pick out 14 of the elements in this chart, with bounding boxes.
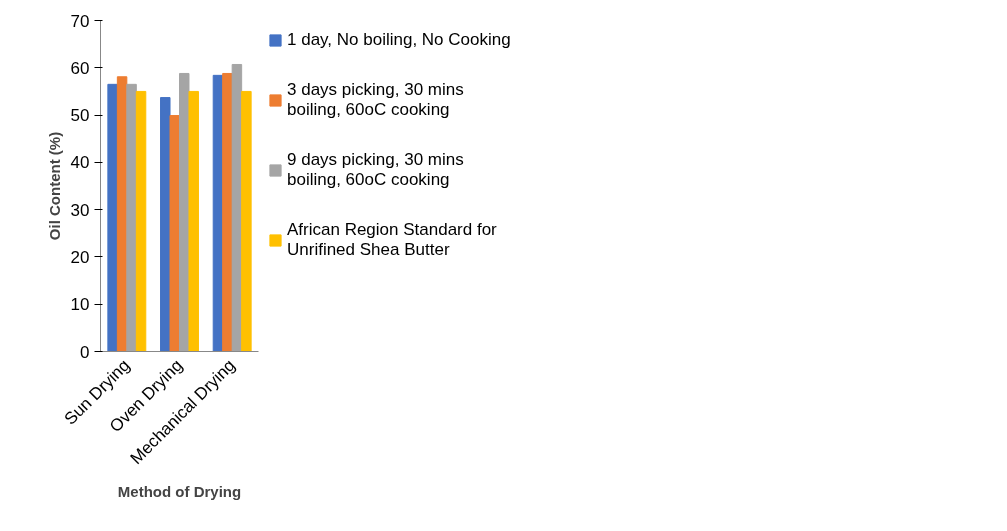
legend-label: 9 days picking, 30 mins boiling, 60oC cooking — [287, 150, 464, 190]
y-tick-label: 50 — [70, 106, 90, 126]
legend-label: 1 day, No boiling, No Cooking — [287, 30, 511, 50]
y-axis-title: Oil Content (%) — [45, 131, 63, 241]
y-tick-label: 60 — [70, 58, 90, 78]
x-axis-title: Method of Drying — [117, 482, 242, 500]
y-tick-label: 70 — [70, 11, 90, 31]
y-tick-label: 0 — [80, 342, 90, 362]
y-tick-label: 40 — [70, 153, 90, 173]
legend-label: 3 days picking, 30 mins boiling, 60oC cooking — [287, 80, 464, 120]
y-tick-label: 20 — [70, 247, 90, 267]
y-tick-label: 30 — [70, 200, 90, 220]
legend-label: African Region Standard for Unrifined Shea Butter — [287, 220, 497, 260]
y-tick-label: 10 — [70, 295, 90, 315]
